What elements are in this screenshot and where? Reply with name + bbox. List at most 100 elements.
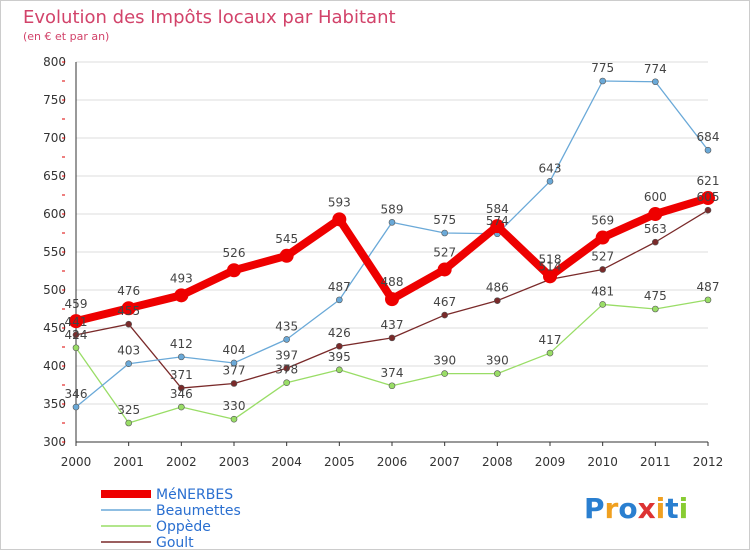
data-label-0-1: 476 <box>117 284 140 298</box>
data-point-3-8 <box>494 297 501 304</box>
data-point-2-9 <box>546 349 554 357</box>
data-label-0-11: 600 <box>644 190 667 204</box>
data-point-2-12 <box>704 296 712 304</box>
data-point-2-8 <box>494 370 501 377</box>
logo-letter: P <box>584 492 605 525</box>
data-point-3-11 <box>652 238 659 246</box>
data-label-1-10: 775 <box>591 61 614 75</box>
y-tick-label-700: 700 <box>43 131 66 145</box>
legend-label-3: Goult <box>156 535 194 551</box>
data-point-3-7 <box>441 311 448 319</box>
data-point-1-11 <box>652 78 659 86</box>
data-point-3-4 <box>283 364 290 372</box>
data-label-2-4: 378 <box>275 363 298 377</box>
data-label-0-12: 621 <box>697 174 720 188</box>
data-label-1-5: 487 <box>328 280 351 294</box>
data-point-2-6 <box>388 382 396 390</box>
data-label-0-9: 518 <box>539 252 562 266</box>
y-tick-label-750: 750 <box>43 93 66 107</box>
data-label-1-9: 643 <box>539 161 562 175</box>
data-point-1-5 <box>336 296 343 304</box>
data-point-2-2 <box>178 403 185 411</box>
data-label-2-5: 395 <box>328 350 351 364</box>
data-label-3-0: 441 <box>65 315 88 329</box>
y-tick-label-300: 300 <box>43 435 66 449</box>
data-label-3-6: 437 <box>381 318 404 332</box>
data-point-3-10 <box>599 266 606 273</box>
data-point-0-9 <box>543 269 557 284</box>
x-tick-label-2011: 2011 <box>640 455 671 469</box>
data-label-3-9: 514 <box>539 259 562 273</box>
data-point-1-7 <box>441 229 448 237</box>
proxiti-logo: Proxiti <box>584 492 688 525</box>
logo-letter: t <box>665 492 678 525</box>
data-label-3-1: 455 <box>117 304 140 318</box>
data-point-1-12 <box>704 146 712 154</box>
data-label-2-9: 417 <box>539 333 562 347</box>
data-label-1-2: 412 <box>170 337 193 351</box>
data-point-1-2 <box>178 353 185 361</box>
x-tick-label-2012: 2012 <box>693 455 724 469</box>
data-label-0-2: 493 <box>170 271 193 285</box>
data-point-1-0 <box>72 403 80 411</box>
data-point-0-7 <box>437 262 452 277</box>
data-point-3-5 <box>336 342 343 350</box>
data-label-3-11: 563 <box>644 222 667 236</box>
data-point-2-11 <box>652 305 659 313</box>
data-point-1-6 <box>388 219 396 226</box>
data-point-0-1 <box>121 301 136 316</box>
data-label-3-4: 397 <box>275 348 298 362</box>
y-tick-label-650: 650 <box>43 169 66 183</box>
data-point-0-3 <box>227 263 241 278</box>
logo-letter: r <box>605 492 619 525</box>
y-tick-label-400: 400 <box>43 359 66 373</box>
data-label-3-2: 371 <box>170 368 193 382</box>
x-tick-label-2000: 2000 <box>61 455 92 469</box>
data-point-3-3 <box>230 380 238 387</box>
chart-subtitle: (en € et par an) <box>23 30 109 43</box>
data-label-0-0: 459 <box>65 297 88 311</box>
data-label-1-4: 435 <box>275 319 298 333</box>
y-tick-label-550: 550 <box>43 245 66 259</box>
data-label-1-0: 346 <box>65 387 88 401</box>
data-label-2-11: 475 <box>644 289 667 303</box>
logo-letter: i <box>679 492 689 525</box>
logo-letter: i <box>656 492 666 525</box>
logo-letter: o <box>618 492 637 525</box>
data-label-1-1: 403 <box>117 344 140 358</box>
y-tick-label-600: 600 <box>43 207 66 221</box>
data-point-0-8 <box>490 219 505 234</box>
y-tick-label-350: 350 <box>43 397 66 411</box>
data-point-2-10 <box>599 301 606 308</box>
data-point-3-6 <box>388 334 396 342</box>
data-label-3-10: 527 <box>591 249 614 263</box>
data-point-2-3 <box>230 415 238 423</box>
data-label-2-3: 330 <box>223 399 246 413</box>
data-label-2-12: 487 <box>697 280 720 294</box>
data-label-0-4: 545 <box>275 232 298 246</box>
data-point-0-5 <box>332 212 347 227</box>
x-tick-label-2005: 2005 <box>324 455 355 469</box>
data-point-0-2 <box>174 288 189 303</box>
legend-label-1: Beaumettes <box>156 503 241 519</box>
data-point-0-6 <box>385 292 399 307</box>
data-label-1-6: 589 <box>381 202 404 216</box>
data-labels: 441 455 371 377 397 426 437 467 486 514 527 563 605 4… <box>65 61 720 417</box>
data-point-1-10 <box>599 77 606 85</box>
data-label-3-3: 377 <box>223 363 246 377</box>
data-point-3-2 <box>178 384 185 392</box>
data-label-0-3: 526 <box>223 246 246 260</box>
data-point-0-10 <box>595 230 610 245</box>
y-tick-label-450: 450 <box>43 321 66 335</box>
data-label-2-2: 346 <box>170 387 193 401</box>
y-tick-label-500: 500 <box>43 283 66 297</box>
data-point-3-12 <box>704 206 712 214</box>
data-label-2-10: 481 <box>591 284 614 298</box>
axes: 300 350 400 450 500 550 600 650 700 750 800 2000 200… <box>43 55 723 469</box>
data-label-0-5: 593 <box>328 195 351 209</box>
series <box>69 77 715 427</box>
chart-title: Evolution des Impôts locaux par Habitant <box>23 7 396 28</box>
